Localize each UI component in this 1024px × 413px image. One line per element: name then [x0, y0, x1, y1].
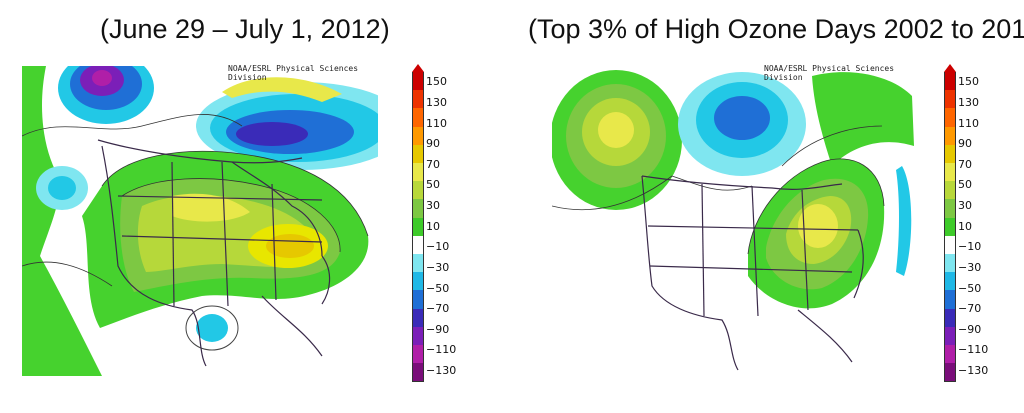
- colorbar-segment: [412, 235, 424, 254]
- colorbar-tick-label: −30: [958, 260, 982, 274]
- colorbar-tick-label: 110: [958, 116, 979, 130]
- right-panel-title: (Top 3% of High Ozone Days 2002 to 2012): [528, 14, 1024, 44]
- colorbar-segment: [412, 72, 424, 91]
- colorbar-segment: [412, 363, 424, 383]
- colorbar-tick-label: −30: [426, 260, 450, 274]
- colorbar-tick-label: −70: [426, 302, 450, 316]
- colorbar-segment: [412, 181, 424, 200]
- colorbar-tick-label: 90: [958, 137, 972, 151]
- colorbar-tick-label: −70: [958, 302, 982, 316]
- right-colorbar: 150 130 110 90 70 50 30 10 −10 −30 −50 −70 −90 −110 −1…: [944, 64, 1008, 383]
- colorbar-tick-label: −90: [958, 322, 982, 336]
- left-credit-label: NOAA/ESRL Physical Sciences Division: [228, 64, 359, 82]
- colorbar-segment: [412, 144, 424, 163]
- colorbar-top-arrow: [412, 64, 424, 72]
- colorbar-segment: [944, 290, 956, 309]
- colorbar-tick-label: 50: [958, 178, 972, 192]
- colorbar-segment: [944, 144, 956, 163]
- colorbar-segment: [944, 126, 956, 145]
- colorbar-segment: [412, 326, 424, 345]
- colorbar-segment: [412, 254, 424, 273]
- colorbar-tick-label: 130: [958, 95, 979, 109]
- colorbar-segment: [944, 72, 956, 91]
- colorbar-segment: [944, 345, 956, 364]
- right-east-negative-sliver: [896, 166, 912, 276]
- colorbar-segment: [944, 235, 956, 254]
- colorbar-segment: [944, 308, 956, 327]
- left-top-positive-arc: [222, 77, 342, 102]
- colorbar-segment: [412, 126, 424, 145]
- right-map-borders: [641, 175, 864, 371]
- colorbar-segment: [944, 181, 956, 200]
- colorbar-segment: [944, 272, 956, 291]
- colorbar-segment: [412, 308, 424, 327]
- colorbar-tick-label: 50: [426, 178, 440, 192]
- colorbar-segment: [944, 254, 956, 273]
- colorbar-segment: [944, 108, 956, 127]
- colorbar-tick-label: −110: [426, 343, 457, 357]
- left-west-positive-region: [22, 66, 102, 376]
- left-panel-title: (June 29 – July 1, 2012): [100, 14, 390, 44]
- left-colorbar: 150 130 110 90 70 50 30 10 −10 −30 −50 −70 −90 −110 −1…: [412, 64, 476, 383]
- colorbar-tick-label: 30: [958, 199, 972, 213]
- left-gulf-negative-cell: [196, 314, 228, 342]
- colorbar-tick-label: 150: [426, 75, 447, 89]
- colorbar-segment: [944, 199, 956, 218]
- colorbar-tick-label: −50: [426, 281, 450, 295]
- colorbar-segment: [944, 163, 956, 182]
- colorbar-tick-label: 10: [958, 219, 972, 233]
- colorbar-segment: [412, 345, 424, 364]
- colorbar-segment: [412, 90, 424, 109]
- colorbar-tick-label: −130: [426, 364, 457, 378]
- left-contour-lines: [21, 114, 369, 287]
- colorbar-tick-label: −90: [426, 322, 450, 336]
- colorbar-top-arrow: [944, 64, 956, 72]
- colorbar-tick-label: 150: [958, 75, 979, 89]
- colorbar-tick-label: −10: [958, 240, 982, 254]
- colorbar-segment: [412, 108, 424, 127]
- right-contour-lines: [551, 125, 885, 255]
- colorbar-segment: [412, 290, 424, 309]
- colorbar-segment: [412, 199, 424, 218]
- colorbar-tick-label: 10: [426, 219, 440, 233]
- colorbar-tick-label: 90: [426, 137, 440, 151]
- colorbar-segment: [412, 217, 424, 236]
- colorbar-tick-label: −50: [958, 281, 982, 295]
- right-anomaly-map: NOAA/ESRL Physical Sciences Division: [550, 64, 914, 376]
- colorbar-segment: [412, 163, 424, 182]
- colorbar-tick-label: 130: [426, 95, 447, 109]
- left-map-borders: [97, 139, 331, 367]
- colorbar-tick-label: −110: [958, 343, 989, 357]
- colorbar-segment: [944, 326, 956, 345]
- colorbar-segment: [944, 90, 956, 109]
- colorbar-segment: [944, 217, 956, 236]
- right-map-canvas: [550, 66, 914, 376]
- colorbar-tick-label: 30: [426, 199, 440, 213]
- colorbar-segment: [412, 272, 424, 291]
- left-map-canvas: [21, 52, 408, 376]
- colorbar-tick-label: −10: [426, 240, 450, 254]
- colorbar-segment: [944, 363, 956, 383]
- colorbar-tick-label: 70: [426, 157, 440, 171]
- left-anomaly-map: NOAA/ESRL Physical Sciences Division: [21, 52, 408, 376]
- colorbar-tick-label: −130: [958, 364, 989, 378]
- colorbar-tick-label: 70: [958, 157, 972, 171]
- colorbar-tick-label: 110: [426, 116, 447, 130]
- right-credit-label: NOAA/ESRL Physical Sciences Division: [764, 64, 895, 82]
